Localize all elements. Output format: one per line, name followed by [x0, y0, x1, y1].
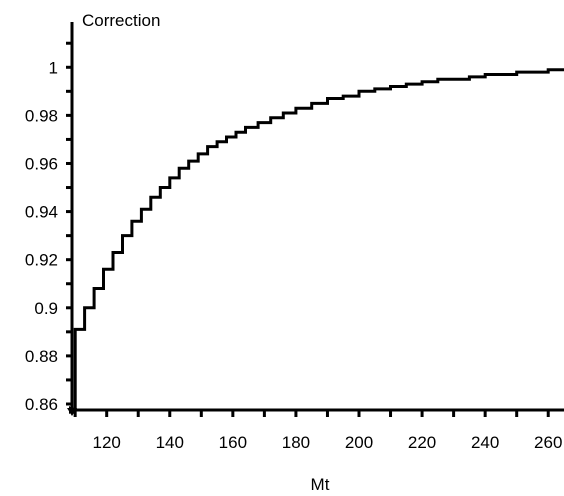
x-tick-label: 140 [156, 433, 184, 452]
x-tick-label: 240 [471, 433, 499, 452]
y-tick-label: 0.88 [25, 347, 58, 366]
x-axis-label: Mt [311, 475, 330, 494]
x-axis-ticks: 120 140 160 180 200 220 240 260 [73, 410, 562, 452]
y-tick-label: 1 [49, 58, 58, 77]
x-tick-label: 120 [93, 433, 121, 452]
y-axis-label: Correction [82, 11, 160, 30]
correction-series-line [73, 68, 564, 411]
y-tick-label: 0.98 [25, 106, 58, 125]
y-tick-label: 0.86 [25, 395, 58, 414]
x-tick-label: 220 [408, 433, 436, 452]
y-axis-arrow [67, 408, 77, 416]
y-tick-label: 0.94 [25, 203, 58, 222]
x-tick-label: 160 [219, 433, 247, 452]
y-tick-label: 0.96 [25, 154, 58, 173]
x-tick-label: 180 [282, 433, 310, 452]
y-tick-label: 0.9 [34, 299, 58, 318]
y-axis-ticks: 0.86 0.88 0.9 0.92 0.94 0.96 0.98 1 [25, 41, 72, 414]
x-tick-label: 260 [534, 433, 562, 452]
x-tick-label: 200 [345, 433, 373, 452]
y-tick-label: 0.92 [25, 251, 58, 270]
